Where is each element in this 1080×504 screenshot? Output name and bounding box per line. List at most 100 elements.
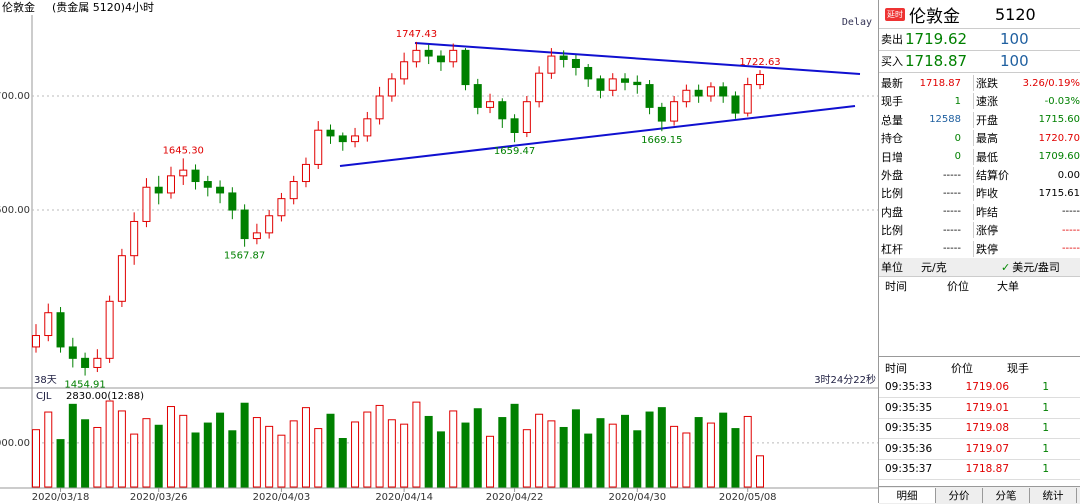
candle-body (44, 312, 53, 337)
candle-body (608, 78, 617, 91)
candle-body (32, 335, 40, 348)
trade-qty: 1 (1042, 422, 1049, 434)
extreme-label: 1669.15 (641, 135, 682, 146)
candle-body (289, 181, 298, 200)
instrument-code: 5120 (995, 4, 1036, 24)
volume-bar (731, 428, 740, 488)
volume-bar (277, 434, 286, 488)
volume-value: 2830.00(12:88) (66, 391, 144, 402)
stat-value: 3.26/0.19% (1022, 77, 1080, 89)
tab[interactable]: 统计 (1030, 488, 1077, 503)
stat-value: ----- (942, 243, 961, 255)
candle-body (559, 55, 568, 60)
trade-row: 09:35:35 1719.08 1 (879, 418, 1080, 439)
toolbar-exchange: (贵金属 5120) (52, 0, 125, 14)
stat-label: 跌停 (973, 240, 1022, 257)
toolbar-name[interactable]: 伦敦金 (2, 0, 35, 14)
quote-panel: 延时 伦敦金 5120 卖出 1719.62 100 买入 1718.87 100 最新 1718.… (878, 0, 1080, 504)
stat-value: ----- (1061, 243, 1080, 255)
extreme-label: 1747.43 (396, 29, 437, 40)
stat-row: 比例 ----- 昨收 1715.61 (879, 184, 1080, 202)
candle-body (706, 86, 715, 97)
candle-body (81, 357, 90, 368)
trade-time: 09:35:35 (885, 422, 933, 434)
candle-body (756, 73, 764, 86)
volume-bar (81, 419, 90, 488)
stat-label: 涨跌 (973, 75, 1022, 91)
stat-row: 最新 1718.87 涨跌 3.26/0.19% (879, 74, 1080, 92)
trade-row: 09:35:35 1719.01 1 (879, 398, 1080, 419)
quote-qty: 100 (1000, 30, 1029, 48)
candle-body (621, 78, 630, 83)
stat-label: 最高 (973, 130, 1022, 147)
candle-body (166, 175, 175, 194)
tab[interactable]: 分笔 (983, 488, 1030, 503)
candle-body (498, 101, 507, 120)
trade-qty: 1 (1042, 442, 1049, 455)
candle-body (277, 198, 286, 217)
volume-bar (228, 430, 237, 488)
extreme-label: 1659.47 (494, 146, 535, 157)
trade-time: 09:35:37 (885, 463, 933, 475)
x-tick-label: 2020/05/08 (719, 492, 777, 503)
trade-price: 1719.01 (965, 401, 1009, 414)
volume-bar (608, 423, 617, 488)
candle-body (657, 106, 666, 122)
candle-body (93, 357, 102, 368)
volume-bar (424, 415, 433, 488)
trade-time: 09:35:33 (885, 381, 933, 393)
stat-row: 持仓 0 最高 1720.70 (879, 129, 1080, 147)
x-tick-label: 2020/04/03 (253, 492, 311, 503)
volume-bar (510, 403, 519, 488)
column-header: 时间 (885, 280, 907, 293)
trade-price: 1719.06 (965, 381, 1009, 393)
volume-bar (191, 432, 200, 488)
candle-body (363, 118, 372, 137)
stat-label: 日增 (881, 150, 903, 164)
quote-label: 买入 (881, 55, 903, 68)
candle-body (473, 84, 482, 108)
x-tick-label: 2020/03/26 (130, 492, 188, 503)
trade-price: 1718.87 (965, 463, 1009, 475)
volume-name: CJL (36, 391, 52, 402)
candle-body (719, 86, 728, 97)
stat-row: 比例 ----- 涨停 ----- (879, 221, 1080, 239)
stat-value: ----- (1061, 224, 1080, 236)
trend-line (414, 42, 861, 75)
extreme-label: 1645.30 (163, 145, 204, 156)
tab[interactable]: 明细 (879, 488, 936, 503)
stat-value: 1709.60 (1038, 151, 1080, 163)
candle-body (351, 135, 360, 143)
volume-bar (338, 438, 347, 488)
volume-bar (473, 408, 482, 488)
volume-bar (522, 429, 531, 488)
stat-value: ----- (1061, 206, 1080, 218)
panel-row: 买入 1718.87 100 (879, 50, 1080, 73)
stat-row: 外盘 ----- 结算价 0.00 (879, 166, 1080, 184)
unit-alt[interactable]: 美元/盎司 (1012, 261, 1060, 274)
unit-label: 单位 (881, 261, 903, 274)
volume-bar (584, 433, 593, 488)
candle-body (338, 135, 347, 143)
volume-bar (93, 426, 102, 488)
stat-label: 速涨 (973, 93, 1022, 110)
volume-bar (559, 426, 568, 488)
candle-body (400, 61, 409, 80)
volume-bar (436, 431, 445, 488)
trade-row: 09:35:33 1719.06 1 (879, 377, 1080, 398)
toolbar-period[interactable]: 4小时 (125, 1, 154, 14)
stat-label: 开盘 (973, 111, 1022, 128)
volume-bar (314, 428, 323, 488)
stat-label: 内盘 (881, 205, 903, 219)
volume-bar (498, 417, 507, 488)
candle-body (535, 72, 544, 103)
tab[interactable]: 分价 (936, 488, 983, 503)
candle-body (105, 300, 114, 359)
instrument-name: 伦敦金 (909, 6, 960, 27)
trade-row: 09:35:37 1718.87 1 (879, 459, 1080, 480)
unit-value[interactable]: 元/克 (921, 261, 947, 274)
volume-bar (203, 422, 212, 488)
volume-bar (535, 413, 544, 488)
volume-bar (252, 417, 261, 488)
candle-body (596, 78, 605, 91)
